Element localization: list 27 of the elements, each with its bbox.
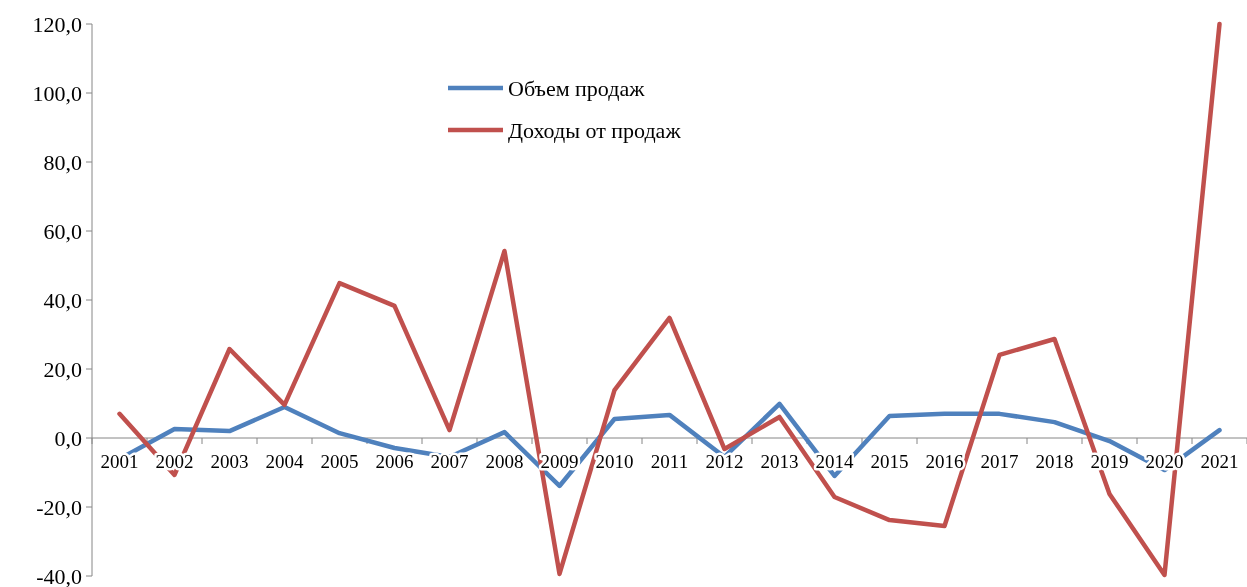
x-tick-label: 2012 <box>705 451 744 472</box>
x-tick-label: 2007 <box>430 451 469 472</box>
x-tick-label: 2016 <box>925 451 964 472</box>
x-tick-label: 2001 <box>100 451 139 472</box>
x-tick-label: 2005 <box>320 451 359 472</box>
y-tick-label: 100,0 <box>32 80 82 106</box>
y-tick-label: 120,0 <box>32 11 82 37</box>
legend-label: Объем продаж <box>508 75 646 101</box>
y-tick-label: 80,0 <box>43 149 82 175</box>
x-tick-label: 2018 <box>1035 451 1074 472</box>
x-tick-label: 2004 <box>265 451 304 472</box>
x-tick-label: 2008 <box>485 451 524 472</box>
x-tick-label: 2013 <box>760 451 799 472</box>
x-tick-label: 2017 <box>980 451 1019 472</box>
y-tick-label: 0,0 <box>54 425 82 451</box>
x-tick-label: 2011 <box>650 451 689 472</box>
y-tick-label: 60,0 <box>43 218 82 244</box>
y-tick-label: -40,0 <box>36 563 82 587</box>
legend-label: Доходы от продаж <box>508 117 682 143</box>
y-tick-label: 40,0 <box>43 287 82 313</box>
x-tick-label: 2006 <box>375 451 414 472</box>
y-tick-label: 20,0 <box>43 356 82 382</box>
x-tick-label: 2010 <box>595 451 634 472</box>
x-tick-label: 2015 <box>870 451 909 472</box>
x-tick-label: 2003 <box>210 451 249 472</box>
x-tick-label: 2021 <box>1200 451 1239 472</box>
y-tick-label: -20,0 <box>36 494 82 520</box>
